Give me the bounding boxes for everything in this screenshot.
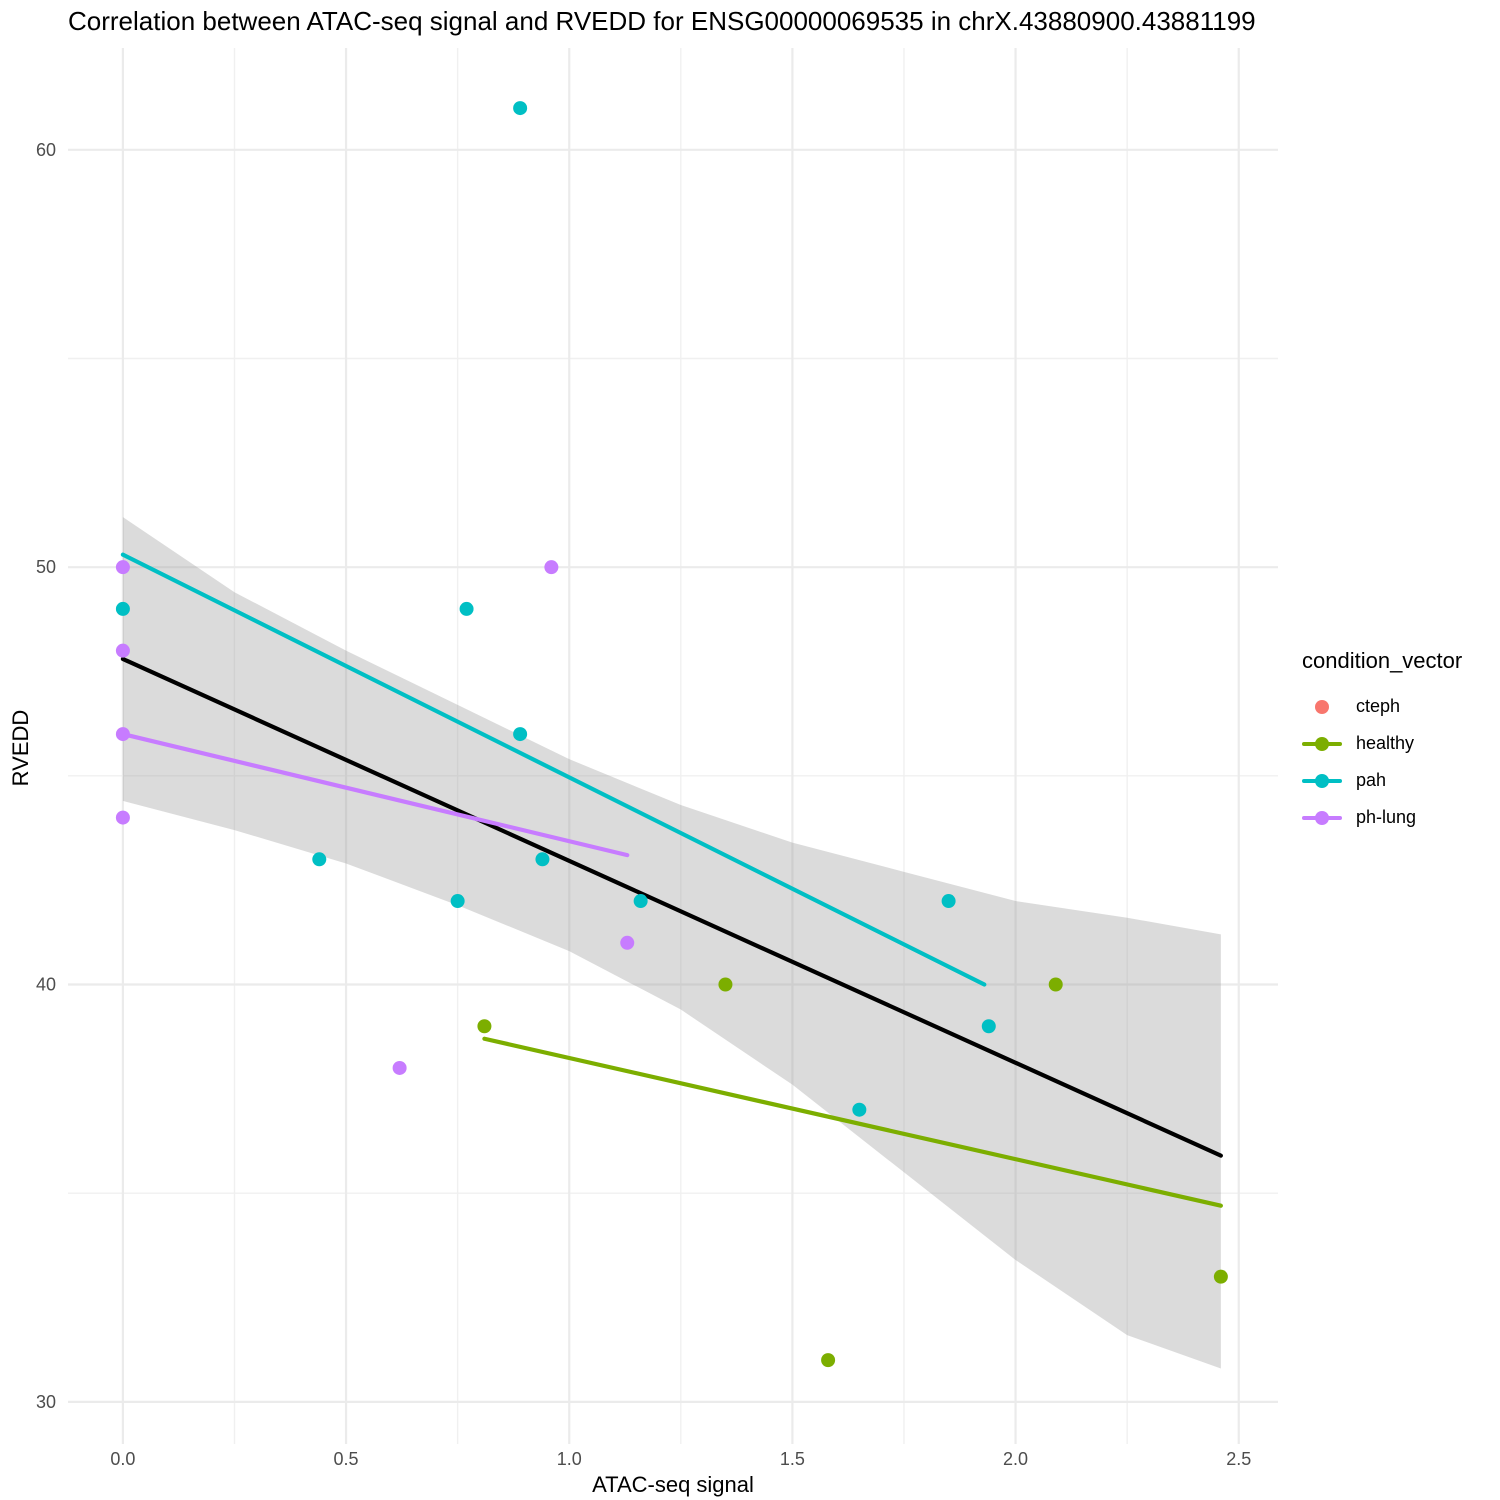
y-tick-label: 50 xyxy=(36,557,56,577)
legend-key-cteph xyxy=(1302,694,1342,720)
data-point-pah xyxy=(115,601,130,616)
legend-label: pah xyxy=(1356,770,1387,790)
data-point-pah xyxy=(513,727,528,742)
legend-label: healthy xyxy=(1356,733,1415,753)
legend-dot-icon xyxy=(1315,699,1329,714)
data-point-healthy xyxy=(477,1019,492,1034)
legend-key-healthy xyxy=(1302,731,1342,757)
regression-line-healthy xyxy=(482,1036,1223,1208)
legend-item-healthy: healthy xyxy=(1302,725,1462,762)
confidence-band xyxy=(122,517,1221,1369)
data-point-pah xyxy=(941,894,956,909)
legend-title: condition_vector xyxy=(1302,648,1463,673)
data-point-pah xyxy=(450,894,465,909)
y-axis-title: RVEDD xyxy=(8,709,33,787)
data-point-ph-lung xyxy=(115,643,130,658)
legend-items: cteph healthy pah ph-lung xyxy=(1302,688,1462,836)
legend: condition_vector cteph healthy pah ph-lung xyxy=(1302,648,1462,836)
legend-key-ph-lung xyxy=(1302,805,1342,831)
x-tick-label: 1.0 xyxy=(557,1449,582,1469)
legend-label: ph-lung xyxy=(1356,807,1417,827)
data-point-ph-lung xyxy=(115,727,130,742)
y-tick-label: 30 xyxy=(36,1392,56,1412)
regression-line-pah xyxy=(120,552,987,987)
legend-key-pah xyxy=(1302,768,1342,794)
data-point-pah xyxy=(312,852,327,867)
data-point-healthy xyxy=(1048,977,1063,992)
x-tick-label: 1.5 xyxy=(780,1449,805,1469)
data-point-pah xyxy=(633,894,648,909)
legend-label: cteph xyxy=(1356,696,1401,716)
regression-line-ph-lung xyxy=(120,732,630,858)
data-point-healthy xyxy=(718,977,733,992)
data-point-pah xyxy=(459,601,474,616)
data-point-pah xyxy=(535,852,550,867)
data-point-pah xyxy=(981,1019,996,1034)
legend-item-ph-lung: ph-lung xyxy=(1302,799,1462,836)
y-tick-label: 60 xyxy=(36,140,56,160)
data-point-healthy xyxy=(1213,1269,1228,1284)
x-tick-label: 0.0 xyxy=(110,1449,135,1469)
data-point-pah xyxy=(513,101,528,116)
legend-dot-icon xyxy=(1315,810,1329,825)
data-point-ph-lung xyxy=(115,810,130,825)
y-tick-label: 40 xyxy=(36,975,56,995)
x-tick-label: 2.0 xyxy=(1003,1449,1028,1469)
x-axis-title: ATAC-seq signal xyxy=(592,1472,754,1497)
x-tick-label: 2.5 xyxy=(1226,1449,1251,1469)
data-point-ph-lung xyxy=(392,1060,407,1075)
legend-item-pah: pah xyxy=(1302,762,1462,799)
data-point-pah xyxy=(852,1102,867,1117)
plot-title: Correlation between ATAC-seq signal and … xyxy=(68,6,1256,36)
data-point-ph-lung xyxy=(115,560,130,575)
data-point-ph-lung xyxy=(620,935,635,950)
legend-item-cteph: cteph xyxy=(1302,688,1462,725)
x-tick-label: 0.5 xyxy=(334,1449,359,1469)
data-point-healthy xyxy=(821,1353,836,1368)
data-point-ph-lung xyxy=(544,560,559,575)
legend-dot-icon xyxy=(1315,736,1329,751)
legend-dot-icon xyxy=(1315,773,1329,788)
regression-line-overall xyxy=(120,656,1223,1158)
